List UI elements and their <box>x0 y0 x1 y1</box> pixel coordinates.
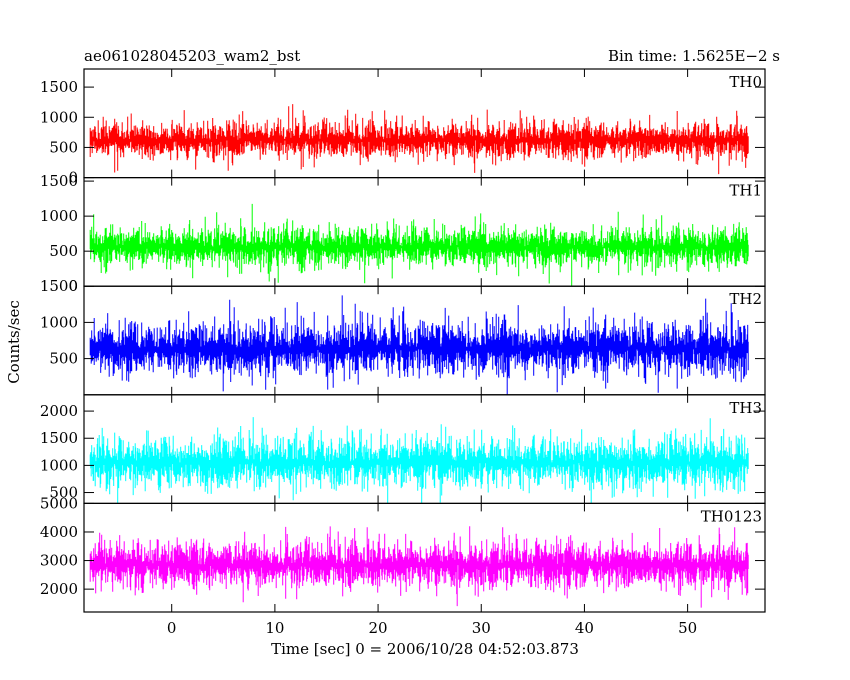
y-tick-label: 500 <box>49 242 78 260</box>
x-axis-label: Time [sec] 0 = 2006/10/28 04:52:03.873 <box>271 640 579 658</box>
y-tick-label: 500 <box>49 350 78 368</box>
y-tick-label: 1000 <box>40 456 78 474</box>
series-th0 <box>89 104 749 175</box>
panel-label: TH0123 <box>701 507 762 525</box>
y-tick-label: 2000 <box>40 402 78 420</box>
panel-label: TH1 <box>729 182 762 200</box>
y-tick-label: 500 <box>49 138 78 156</box>
x-axis: 0 10 20 30 40 50 <box>167 619 697 637</box>
panel-frame <box>83 502 766 613</box>
panel-frame <box>83 68 766 179</box>
y-tick-label: 4000 <box>40 523 78 541</box>
series-th0123 <box>89 526 749 608</box>
x-tick-label: 0 <box>167 619 177 637</box>
panel-th1: 0 500 1000 1500 TH1 <box>40 172 766 295</box>
series-th2 <box>89 295 749 395</box>
y-tick-label: 1500 <box>40 277 78 295</box>
series-th3 <box>89 417 749 504</box>
x-tick-label: 50 <box>678 619 697 637</box>
y-tick-label: 1000 <box>40 108 78 126</box>
chart-title-left: ae061028045203_wam2_bst <box>84 47 300 65</box>
y-tick-label: 1500 <box>40 78 78 96</box>
panel-label: TH2 <box>729 290 762 308</box>
y-tick-label: 1000 <box>40 313 78 331</box>
chart-title-right: Bin time: 1.5625E−2 s <box>608 47 780 65</box>
series-th1 <box>89 203 749 287</box>
panel-th2: 500 1000 1500 TH2 <box>40 277 766 396</box>
x-tick-label: 30 <box>472 619 491 637</box>
y-tick-label: 1500 <box>40 172 78 190</box>
panel-th3: 500 1000 1500 2000 TH3 <box>40 394 766 504</box>
panel-th0: 0 500 1000 1500 TH0 <box>40 68 766 187</box>
y-tick-label: 500 <box>49 484 78 502</box>
panel-th0123: 2000 3000 4000 5000 TH0123 <box>40 494 766 613</box>
x-tick-label: 20 <box>369 619 388 637</box>
y-tick-label: 0 <box>68 169 78 187</box>
y-tick-label: 3000 <box>40 552 78 570</box>
x-tick-label: 40 <box>575 619 594 637</box>
panels-group: 0 500 1000 1500 TH0 0 500 1000 1500 TH1 500 1000 150… <box>40 68 766 613</box>
y-tick-label: 2000 <box>40 580 78 598</box>
panel-label: TH0 <box>729 73 762 91</box>
y-tick-label: 0 <box>68 277 78 295</box>
x-tick-label: 10 <box>265 619 284 637</box>
y-tick-label: 1000 <box>40 207 78 225</box>
y-axis-label: Counts/sec <box>5 300 23 384</box>
y-tick-label: 1500 <box>40 429 78 447</box>
panel-label: TH3 <box>729 399 762 417</box>
y-tick-label: 5000 <box>40 494 78 512</box>
